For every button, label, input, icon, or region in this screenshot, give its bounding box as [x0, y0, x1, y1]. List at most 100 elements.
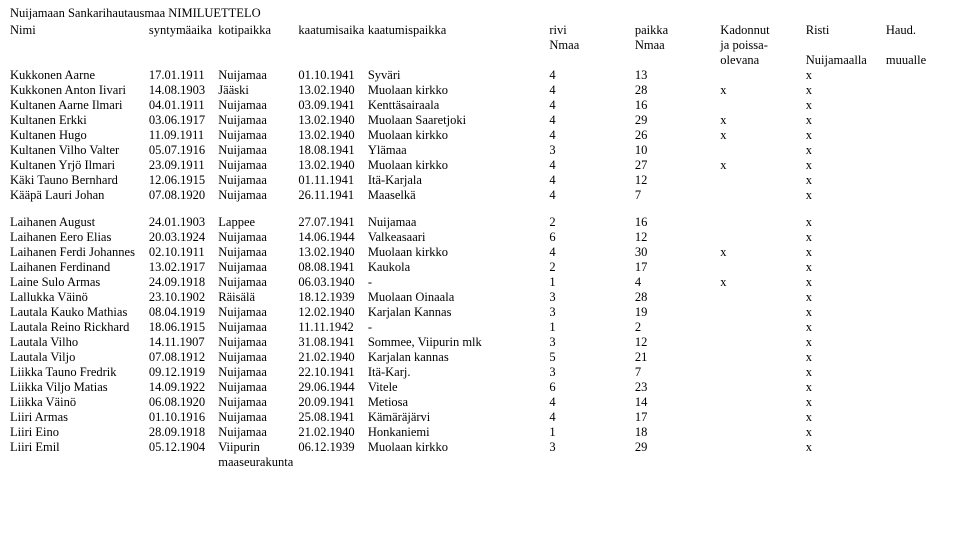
cell-row: 3 [549, 143, 634, 158]
cell-bur [886, 245, 950, 260]
cell-home: Nuijamaa [218, 305, 298, 320]
cell-place: 29 [635, 113, 720, 128]
table-row: Käki Tauno Bernhard12.06.1915Nuijamaa01.… [10, 173, 950, 188]
cell-name: Liiri Armas [10, 410, 149, 425]
cell-cross: x [806, 143, 886, 158]
cell-fdate: 22.10.1941 [298, 365, 367, 380]
cell-row: 4 [549, 158, 634, 173]
cell-home: Nuijamaa [218, 335, 298, 350]
header-bur-2 [886, 38, 950, 53]
header-mia-3: olevana [720, 53, 805, 68]
cell-row: 4 [549, 128, 634, 143]
cell-name: Lautala Viljo [10, 350, 149, 365]
cell-mia: x [720, 245, 805, 260]
cell-fdate: 13.02.1940 [298, 128, 367, 143]
header-row: rivi [549, 23, 634, 38]
cell-row: 1 [549, 275, 634, 290]
cell-cross: x [806, 215, 886, 230]
table-row: Lallukka Väinö23.10.1902Räisälä18.12.193… [10, 290, 950, 305]
cell-name: Kultanen Erkki [10, 113, 149, 128]
cell-birth: 09.12.1919 [149, 365, 218, 380]
cell-bur [886, 113, 950, 128]
cell-birth: 04.01.1911 [149, 98, 218, 113]
cell-bur [886, 173, 950, 188]
cell-birth: 24.09.1918 [149, 275, 218, 290]
cell-bur [886, 83, 950, 98]
cell-home: Nuijamaa [218, 128, 298, 143]
cell-row: 6 [549, 380, 634, 395]
cell-fdate: 03.09.1941 [298, 98, 367, 113]
cell-row: 3 [549, 365, 634, 380]
table-row: Liikka Viljo Matias14.09.1922Nuijamaa29.… [10, 380, 950, 395]
cell-bur [886, 188, 950, 203]
cell-fdate: 13.02.1940 [298, 83, 367, 98]
cell-bur [886, 158, 950, 173]
cell-bur [886, 260, 950, 275]
cell-name: Laihanen Ferdi Johannes [10, 245, 149, 260]
cell-home: Nuijamaa [218, 113, 298, 128]
document-title: Nuijamaan Sankarihautausmaa NIMILUETTELO [10, 6, 950, 21]
cell-cross: x [806, 173, 886, 188]
cell-cross: x [806, 410, 886, 425]
cell-row: 1 [549, 425, 634, 440]
cell-bur [886, 350, 950, 365]
cell-home: Nuijamaa [218, 245, 298, 260]
cell-row: 4 [549, 410, 634, 425]
cell-mia [720, 335, 805, 350]
cell-cross: x [806, 83, 886, 98]
cell-birth: 17.01.1911 [149, 68, 218, 83]
table-row: Kukkonen Aarne17.01.1911Nuijamaa01.10.19… [10, 68, 950, 83]
cell-home: Nuijamaa [218, 320, 298, 335]
cell-home: Nuijamaa [218, 365, 298, 380]
cell-cross: x [806, 113, 886, 128]
header-bur: Haud. [886, 23, 950, 38]
cell-cross: x [806, 290, 886, 305]
cell-fdate: 20.09.1941 [298, 395, 367, 410]
cell-mia [720, 410, 805, 425]
cell-name: Laine Sulo Armas [10, 275, 149, 290]
cell-home: Nuijamaa [218, 188, 298, 203]
cell-mia [720, 188, 805, 203]
cell-birth: 06.08.1920 [149, 395, 218, 410]
cell-bur [886, 320, 950, 335]
cell-bur [886, 290, 950, 305]
cell-bur [886, 230, 950, 245]
cell-bur [886, 215, 950, 230]
cell-place: 17 [635, 260, 720, 275]
cell-home-cont: maaseurakunta [218, 455, 298, 470]
cell-name: Laihanen Ferdinand [10, 260, 149, 275]
cell-mia [720, 215, 805, 230]
header-row-2: Nmaa [549, 38, 634, 53]
cell-row: 1 [549, 320, 634, 335]
cell-bur [886, 305, 950, 320]
table-row: Kultanen Aarne Ilmari04.01.1911Nuijamaa0… [10, 98, 950, 113]
cell-fplace: Muolaan kirkko [368, 158, 550, 173]
cell-name: Kääpä Lauri Johan [10, 188, 149, 203]
header-home: kotipaikka [218, 23, 298, 38]
table-row: Liikka Tauno Fredrik09.12.1919Nuijamaa22… [10, 365, 950, 380]
header-fdate: kaatumisaika [298, 23, 367, 38]
header-fplace: kaatumispaikka [368, 23, 550, 38]
cell-mia: x [720, 128, 805, 143]
cell-name: Lautala Vilho [10, 335, 149, 350]
cell-birth: 05.07.1916 [149, 143, 218, 158]
cell-row: 4 [549, 395, 634, 410]
header-place-2: Nmaa [635, 38, 720, 53]
cell-home: Nuijamaa [218, 158, 298, 173]
cell-place: 23 [635, 380, 720, 395]
cell-birth: 20.03.1924 [149, 230, 218, 245]
cell-fplace: Karjalan kannas [368, 350, 550, 365]
cell-mia [720, 260, 805, 275]
cell-cross: x [806, 98, 886, 113]
cell-mia [720, 425, 805, 440]
cell-mia [720, 143, 805, 158]
cell-mia [720, 230, 805, 245]
cell-fplace: Muolaan kirkko [368, 245, 550, 260]
cell-bur [886, 275, 950, 290]
table-row: Kultanen Vilho Valter05.07.1916Nuijamaa1… [10, 143, 950, 158]
cell-bur [886, 410, 950, 425]
cell-birth: 14.11.1907 [149, 335, 218, 350]
table-row: Laihanen Eero Elias20.03.1924Nuijamaa14.… [10, 230, 950, 245]
cell-bur [886, 425, 950, 440]
cell-mia [720, 68, 805, 83]
